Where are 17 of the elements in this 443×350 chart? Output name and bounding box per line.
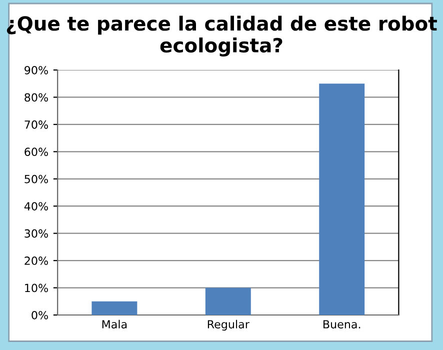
y-tick-label: 80% [24, 93, 48, 102]
y-tick-label: 20% [24, 256, 48, 265]
y-tick-label: 90% [24, 66, 48, 74]
y-tick-label: 70% [24, 120, 48, 129]
bar [319, 84, 365, 315]
y-tick-label: 0% [32, 310, 48, 320]
bar [92, 301, 138, 315]
x-tick-label: Mala [102, 320, 127, 328]
y-tick-label: 40% [24, 202, 48, 210]
y-tick-label: 60% [24, 148, 48, 156]
bar [205, 288, 251, 315]
y-tick-label: 10% [25, 284, 48, 292]
y-tick-label: 30% [24, 229, 48, 238]
y-tick-label: 50% [24, 174, 48, 184]
x-tick-label: Buena. [323, 320, 360, 328]
chart-title: ¿Que te parece la calidad de este robot ecologista? [6, 16, 437, 56]
x-tick-label: Regular [208, 320, 250, 331]
